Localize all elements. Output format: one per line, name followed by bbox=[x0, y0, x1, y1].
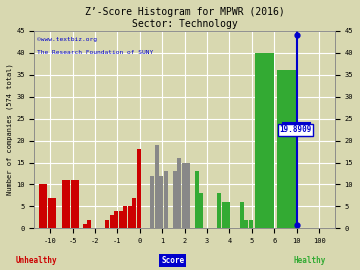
Bar bbox=[114, 211, 118, 228]
Bar bbox=[240, 202, 244, 228]
Text: 19.8909: 19.8909 bbox=[279, 125, 312, 134]
Bar bbox=[195, 171, 199, 228]
Bar bbox=[62, 180, 70, 228]
Bar bbox=[181, 163, 185, 228]
Bar bbox=[277, 70, 296, 228]
Text: Healthy: Healthy bbox=[293, 256, 326, 265]
Bar bbox=[154, 145, 159, 228]
Text: Score: Score bbox=[161, 256, 184, 265]
Bar bbox=[132, 198, 136, 228]
Bar bbox=[110, 215, 114, 228]
Text: ©www.textbiz.org: ©www.textbiz.org bbox=[37, 37, 98, 42]
Title: Z’-Score Histogram for MPWR (2016)
Sector: Technology: Z’-Score Histogram for MPWR (2016) Secto… bbox=[85, 7, 284, 29]
Bar bbox=[40, 184, 47, 228]
Bar bbox=[177, 158, 181, 228]
Bar bbox=[123, 207, 127, 228]
Bar bbox=[137, 149, 141, 228]
Bar bbox=[87, 220, 91, 228]
Text: The Research Foundation of SUNY: The Research Foundation of SUNY bbox=[37, 50, 154, 55]
Bar bbox=[128, 207, 132, 228]
Bar bbox=[119, 211, 123, 228]
Bar bbox=[226, 202, 230, 228]
Bar bbox=[255, 53, 274, 228]
Bar bbox=[186, 163, 190, 228]
Bar bbox=[249, 220, 253, 228]
Bar bbox=[199, 193, 203, 228]
Bar bbox=[217, 193, 221, 228]
Y-axis label: Number of companies (574 total): Number of companies (574 total) bbox=[7, 64, 13, 195]
Bar bbox=[244, 220, 248, 228]
Bar bbox=[172, 171, 176, 228]
Text: Unhealthy: Unhealthy bbox=[15, 256, 57, 265]
Bar bbox=[159, 176, 163, 228]
Bar bbox=[49, 198, 56, 228]
Bar bbox=[105, 220, 109, 228]
Bar bbox=[163, 171, 168, 228]
Bar bbox=[222, 202, 226, 228]
Bar bbox=[83, 224, 87, 228]
Bar bbox=[71, 180, 79, 228]
Bar bbox=[150, 176, 154, 228]
